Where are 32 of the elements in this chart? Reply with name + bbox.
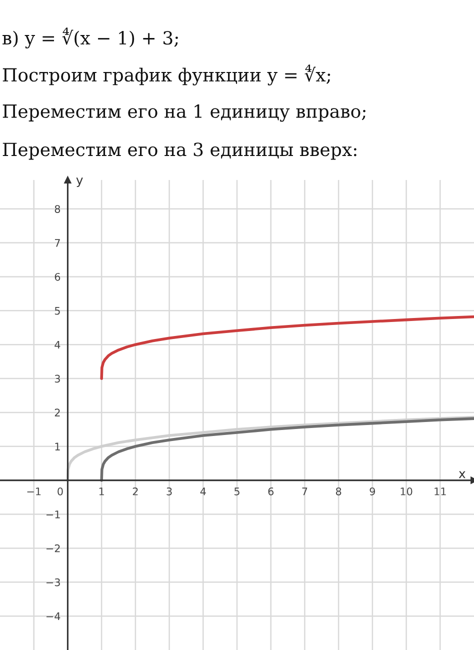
x-tick-label: 7 [302,488,308,496]
text: Построим график функции y = ∜x; [2,64,330,86]
x-tick-label: 2 [132,487,138,496]
y-tick-label: 1 [55,442,60,450]
y-tick-label: 3 [54,374,60,383]
x-tick-label: 0 [58,487,63,496]
y-tick-label: 4 [54,340,60,349]
y-tick-label: 2 [54,408,60,416]
x-tick-label: 11 [434,488,446,496]
y-tick-label: −2 [46,544,60,552]
y-tick-label: 5 [54,307,60,315]
y-tick-label: 6 [54,272,60,281]
y-tick-label: −3 [46,578,60,586]
x-tick-label: 9 [370,487,376,496]
text: Переместим его на 1 единицу вправо; [2,104,366,122]
x-tick-label: −1 [27,488,41,496]
x-tick-label: 5 [234,488,240,496]
y-axis-title: y [76,178,83,188]
y-tick-label: 8 [54,205,60,213]
x-tick-label: 3 [166,487,172,496]
x-tick-label: 1 [99,488,104,496]
y-tick-label: −4 [46,612,60,620]
x-tick-label: 8 [336,487,342,496]
line-series [100,315,474,380]
x-axis-title: x [458,471,466,478]
chart-title: в) y = ∜(x − 1) + 3; [2,28,178,48]
y-tick-label: −1 [46,510,60,518]
x-tick-label: 4 [200,488,206,496]
text: Переместим его на 3 единицы вверх: [2,142,356,160]
x-tick-label: 6 [268,487,274,496]
x-tick-label: 10 [400,487,412,496]
y-tick-label: 7 [54,239,60,247]
